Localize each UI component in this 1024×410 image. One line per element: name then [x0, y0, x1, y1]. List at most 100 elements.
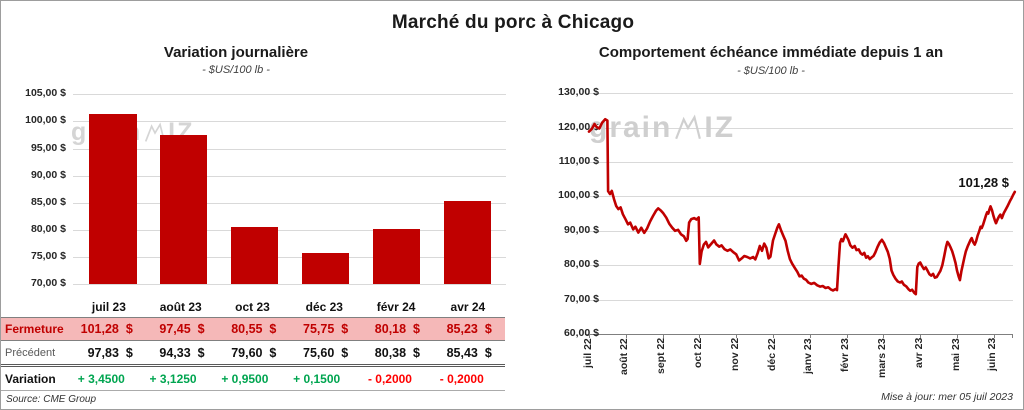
table-value-cell: 101,28 $: [80, 322, 133, 336]
left-gridline: [73, 284, 506, 285]
table-column-header: août 23: [159, 299, 202, 314]
table-value-cell: + 3,1250: [149, 371, 197, 386]
x-tick-label: janv 23: [802, 338, 815, 374]
table-value-cell: - 0,2000: [367, 371, 412, 386]
right-gridline: [585, 196, 1013, 198]
table-value-cell: 75,75 $: [303, 322, 349, 336]
table-column-header: oct 23: [235, 299, 270, 314]
right-gridline: [585, 230, 1013, 232]
right-y-tick-label: 60,00 $: [563, 327, 599, 340]
x-axis-tick: [920, 334, 922, 338]
right-y-tick-label: 120,00 $: [558, 120, 599, 133]
table-column-header: avr 24: [450, 299, 486, 314]
price-line-svg: [587, 117, 1017, 296]
x-tick-label: sept 22: [655, 338, 668, 375]
row-label-variation: Variation: [5, 371, 56, 386]
x-axis-tick: [625, 334, 627, 338]
x-axis-tick: [993, 334, 995, 338]
x-tick-label: août 22: [618, 338, 631, 375]
table-header-row: juil 23 août 23 oct 23 déc 23 févr 24 avr 24: [1, 296, 505, 317]
x-tick-label: oct 22: [691, 338, 704, 369]
x-axis-tick: [883, 334, 885, 338]
bar: [89, 114, 137, 284]
left-y-tick-label: 75,00 $: [30, 249, 66, 262]
x-axis-tick: [589, 334, 590, 338]
table-value-cell: 79,60 $: [231, 345, 277, 360]
page-title: Marché du porc à Chicago: [391, 12, 635, 33]
bar: [159, 135, 208, 284]
x-tick-label: déc 22: [765, 338, 778, 371]
right-y-tick-label: 70,00 $: [563, 292, 599, 305]
x-tick-label: mai 23: [949, 338, 962, 371]
table-value-cell: 80,55 $: [231, 322, 277, 336]
grainwiz-zigzag-icon: [675, 114, 702, 140]
table-value-cell: 97,45 $: [159, 322, 205, 336]
right-y-tick-label: 100,00 $: [558, 189, 599, 202]
left-gridline: [73, 202, 506, 204]
table-column-header: juil 23: [91, 299, 126, 314]
x-tick-label: nov 22: [728, 338, 741, 372]
right-y-tick-label: 80,00 $: [563, 258, 599, 271]
table-value-cell: 85,43 $: [446, 345, 492, 360]
x-axis-tick: [662, 334, 664, 338]
bar-chart-title: Variation journalière: [163, 44, 309, 61]
x-tick-label: juin 23: [986, 338, 999, 372]
table-value-cell: + 0,9500: [221, 371, 269, 386]
x-axis-tick: [957, 334, 958, 338]
x-tick-label: févr 23: [839, 338, 852, 372]
price-line: [587, 117, 1017, 296]
left-y-tick-label: 105,00 $: [25, 87, 66, 100]
x-axis-tick: [699, 334, 701, 338]
bar: [372, 228, 421, 284]
left-gridline: [73, 148, 506, 150]
x-axis-tick: [773, 334, 774, 338]
x-axis-tick: [1012, 334, 1013, 338]
table-value-cell: - 0,2000: [439, 371, 484, 386]
table-row-variation: Variation + 3,4500 + 3,1250 + 0,9500 + 0,150…: [1, 367, 505, 391]
table-value-cell: 94,33 $: [159, 345, 205, 360]
x-tick-label: juil 22: [581, 338, 594, 368]
table-value-cell: 97,83 $: [87, 345, 133, 360]
watermark-text: grain: [589, 111, 673, 144]
right-y-tick-label: 90,00 $: [563, 223, 599, 236]
left-gridline: [73, 121, 506, 123]
row-label-fermeture: Fermeture: [5, 322, 64, 336]
x-tick-label: avr 23: [912, 338, 925, 369]
watermark-text: IZ: [704, 111, 736, 144]
update-note: Mise à jour: mer 05 juil 2023: [881, 391, 1013, 403]
x-axis-tick: [809, 334, 811, 338]
left-y-tick-label: 100,00 $: [25, 114, 66, 127]
source-note: Source: CME Group: [6, 394, 97, 405]
bar: [230, 226, 279, 284]
table-value-cell: 80,38 $: [374, 345, 420, 360]
bar-chart-subtitle: - $US/100 lb -: [202, 64, 270, 76]
table-value-cell: 85,23 $: [446, 322, 492, 336]
row-label-precedent: Précédent: [5, 346, 56, 359]
table-row-precedent: Précédent 97,83 $ 94,33 $ 79,60 $ 75,60 $ 80,…: [1, 341, 505, 367]
right-gridline: [585, 127, 1013, 129]
left-gridline: [73, 175, 506, 177]
left-gridline: [73, 94, 506, 96]
left-y-tick-label: 85,00 $: [30, 195, 66, 208]
left-y-tick-label: 70,00 $: [30, 277, 66, 289]
table-value-cell: + 3,4500: [77, 371, 125, 386]
line-chart-title: Comportement échéance immédiate depuis 1…: [598, 44, 944, 61]
x-axis-tick: [736, 334, 738, 338]
x-tick-label: mars 23: [875, 338, 888, 378]
left-y-tick-label: 90,00 $: [30, 168, 66, 181]
right-gridline: [585, 93, 1013, 94]
right-gridline: [585, 265, 1013, 267]
right-gridline: [585, 299, 1013, 301]
left-y-tick-label: 95,00 $: [30, 141, 66, 154]
bar: [443, 201, 491, 284]
grainwiz-zigzag-icon: [145, 121, 166, 142]
x-axis-line: [585, 334, 1013, 336]
right-y-tick-label: 110,00 $: [558, 154, 599, 167]
right-y-tick-label: 130,00 $: [558, 86, 599, 98]
grainwiz-watermark: grain IZ: [589, 111, 735, 145]
price-table: juil 23 août 23 oct 23 déc 23 févr 24 avr 24 F…: [1, 296, 505, 391]
right-gridline: [585, 161, 1013, 163]
